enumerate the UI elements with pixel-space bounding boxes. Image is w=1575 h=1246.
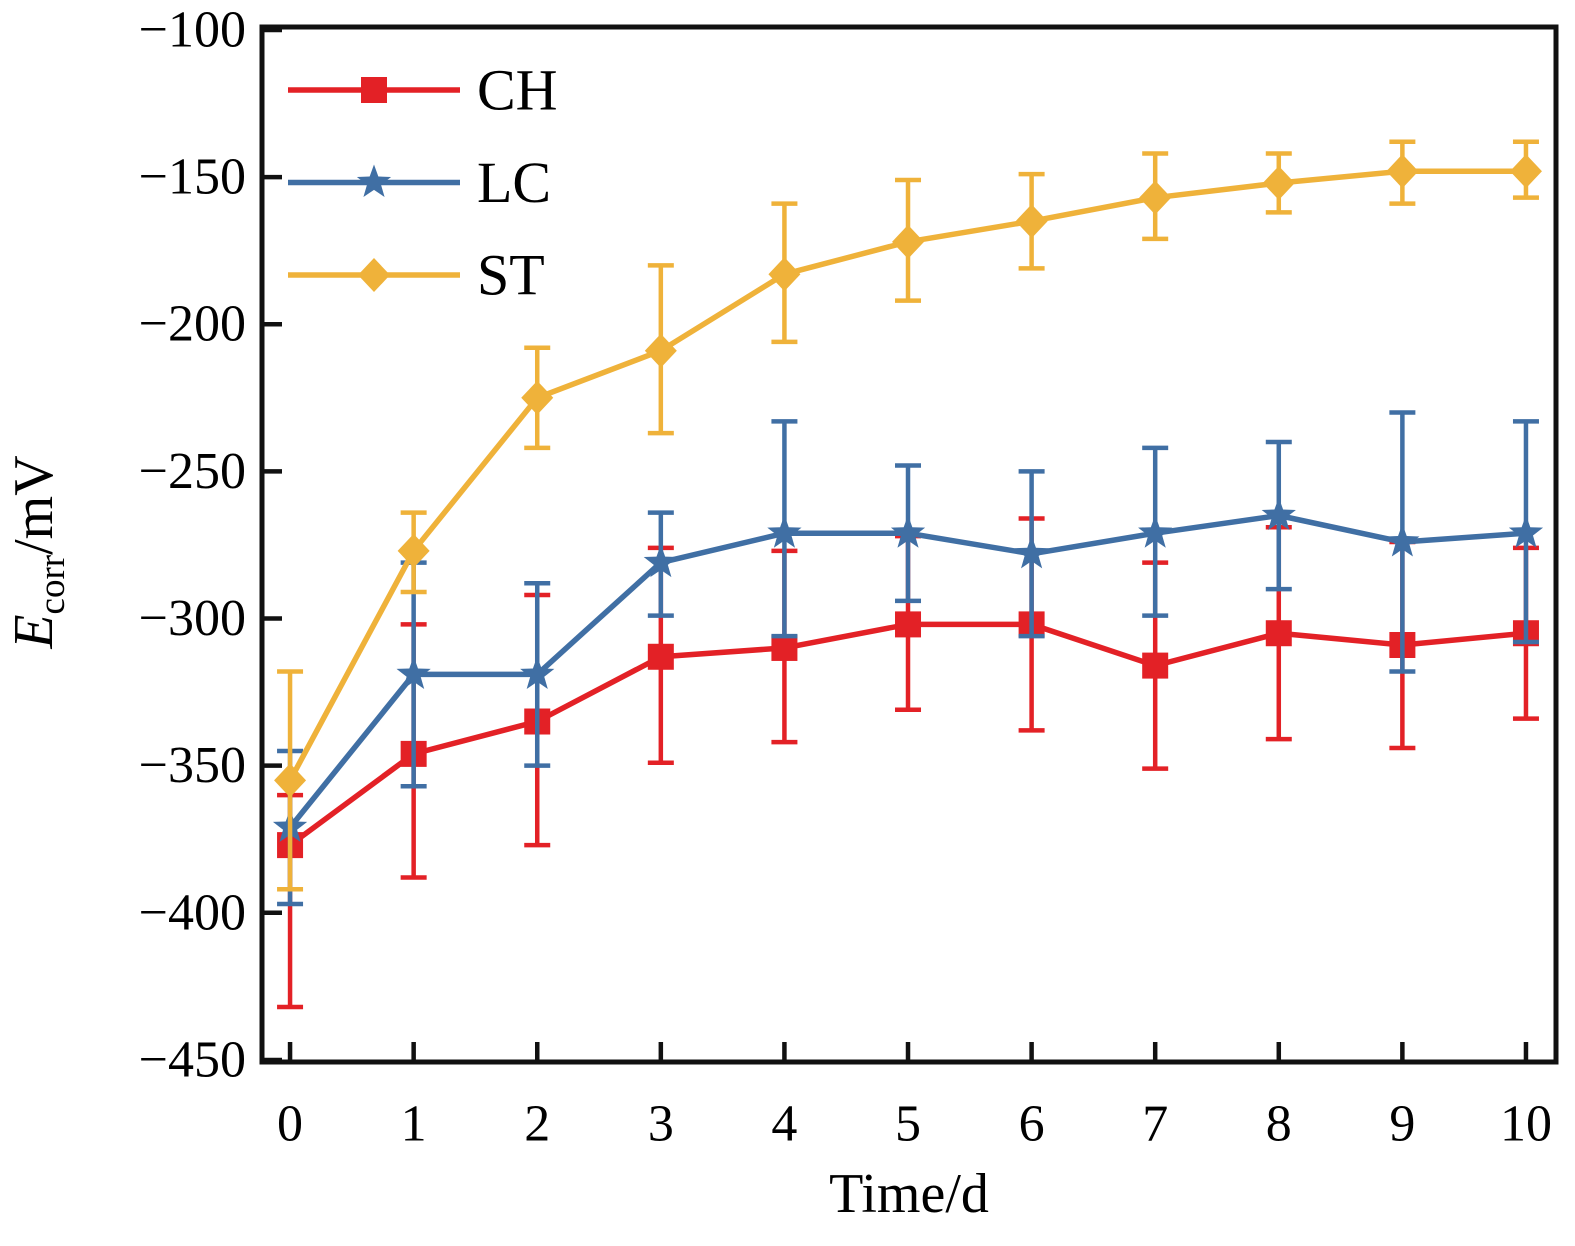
series-LC <box>272 410 1544 907</box>
diamond-marker <box>274 763 307 798</box>
y-tick-label: −300 <box>139 590 246 647</box>
x-axis-label: Time/d <box>829 1163 989 1225</box>
x-tick-label: 9 <box>1389 1096 1415 1153</box>
square-marker <box>1142 652 1169 679</box>
diamond-marker <box>892 224 925 259</box>
diamond-marker <box>644 333 677 368</box>
square-marker <box>1265 620 1292 647</box>
square-marker <box>647 643 674 670</box>
x-tick-label: 5 <box>895 1096 921 1153</box>
star-marker <box>890 515 926 548</box>
x-tick-label: 4 <box>771 1096 797 1153</box>
star-marker <box>1508 515 1544 548</box>
legend-label: CH <box>477 58 558 123</box>
y-tick-label: −250 <box>139 443 246 500</box>
y-tick-label: −200 <box>139 296 246 353</box>
legend-item-LC: LC <box>288 150 551 215</box>
diamond-marker <box>521 380 554 415</box>
diamond-marker <box>1509 154 1542 189</box>
square-marker <box>771 634 798 661</box>
series-ST <box>274 139 1542 892</box>
diamond-marker <box>768 257 801 292</box>
square-marker <box>895 611 922 638</box>
y-tick-label: −100 <box>139 1 246 58</box>
star-marker <box>356 164 392 198</box>
legend-item-ST: ST <box>288 243 545 308</box>
star-marker <box>520 656 555 689</box>
star-marker <box>1385 523 1420 557</box>
x-tick-label: 3 <box>648 1096 674 1153</box>
x-tick-label: 0 <box>277 1096 303 1153</box>
diamond-marker <box>1386 154 1419 189</box>
diamond-marker <box>397 533 430 568</box>
diamond-marker <box>1139 180 1172 215</box>
x-tick-label: 1 <box>401 1096 427 1153</box>
y-tick-label: −400 <box>139 884 246 941</box>
star-marker <box>1261 497 1296 531</box>
star-marker <box>396 656 431 689</box>
y-tick-label: −350 <box>139 737 246 794</box>
x-tick-label: 10 <box>1500 1096 1552 1153</box>
x-tick-label: 7 <box>1142 1096 1168 1153</box>
legend-label: LC <box>477 150 551 215</box>
legend-label: ST <box>477 243 545 308</box>
x-tick-label: 2 <box>524 1096 550 1153</box>
axis-ticks: −450 −400 −350 −300 −250 −200 −150 −100 0 1 2 3 4 5 6 7… <box>139 1 1552 1152</box>
star-marker <box>1138 515 1173 548</box>
star-marker <box>643 544 678 578</box>
star-marker <box>1014 535 1049 569</box>
x-tick-label: 8 <box>1266 1096 1292 1153</box>
star-marker <box>767 515 802 548</box>
diamond-marker <box>1262 165 1295 200</box>
legend-item-CH: CH <box>288 58 558 123</box>
y-tick-label: −150 <box>139 149 246 206</box>
plot-border <box>259 24 1559 1065</box>
y-tick-label: −450 <box>139 1031 246 1088</box>
y-axis-label: Ecorr/mV <box>3 455 73 649</box>
square-marker <box>361 77 387 103</box>
diamond-marker <box>358 258 390 292</box>
legend: CH LC ST <box>288 58 558 308</box>
x-tick-label: 6 <box>1019 1096 1045 1153</box>
diamond-marker <box>1015 204 1048 239</box>
